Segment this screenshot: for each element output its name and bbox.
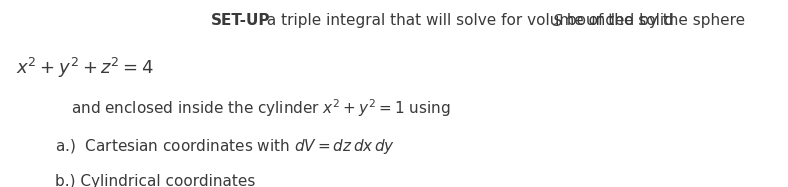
Text: $x^2 + y^2 + z^2 = 4$: $x^2 + y^2 + z^2 = 4$ xyxy=(16,56,154,80)
Text: bounded by the sphere: bounded by the sphere xyxy=(562,13,745,28)
Text: and enclosed inside the cylinder $x^2 + y^2 = 1$ using: and enclosed inside the cylinder $x^2 + … xyxy=(71,97,451,119)
Text: b.) Cylindrical coordinates: b.) Cylindrical coordinates xyxy=(55,174,255,187)
Text: a triple integral that will solve for volume of the solid: a triple integral that will solve for vo… xyxy=(262,13,678,28)
Text: a.)  Cartesian coordinates with $dV = dz\, dx\, dy$: a.) Cartesian coordinates with $dV = dz\… xyxy=(55,137,396,156)
Text: SET-UP: SET-UP xyxy=(210,13,270,28)
Text: $S$: $S$ xyxy=(552,13,563,29)
